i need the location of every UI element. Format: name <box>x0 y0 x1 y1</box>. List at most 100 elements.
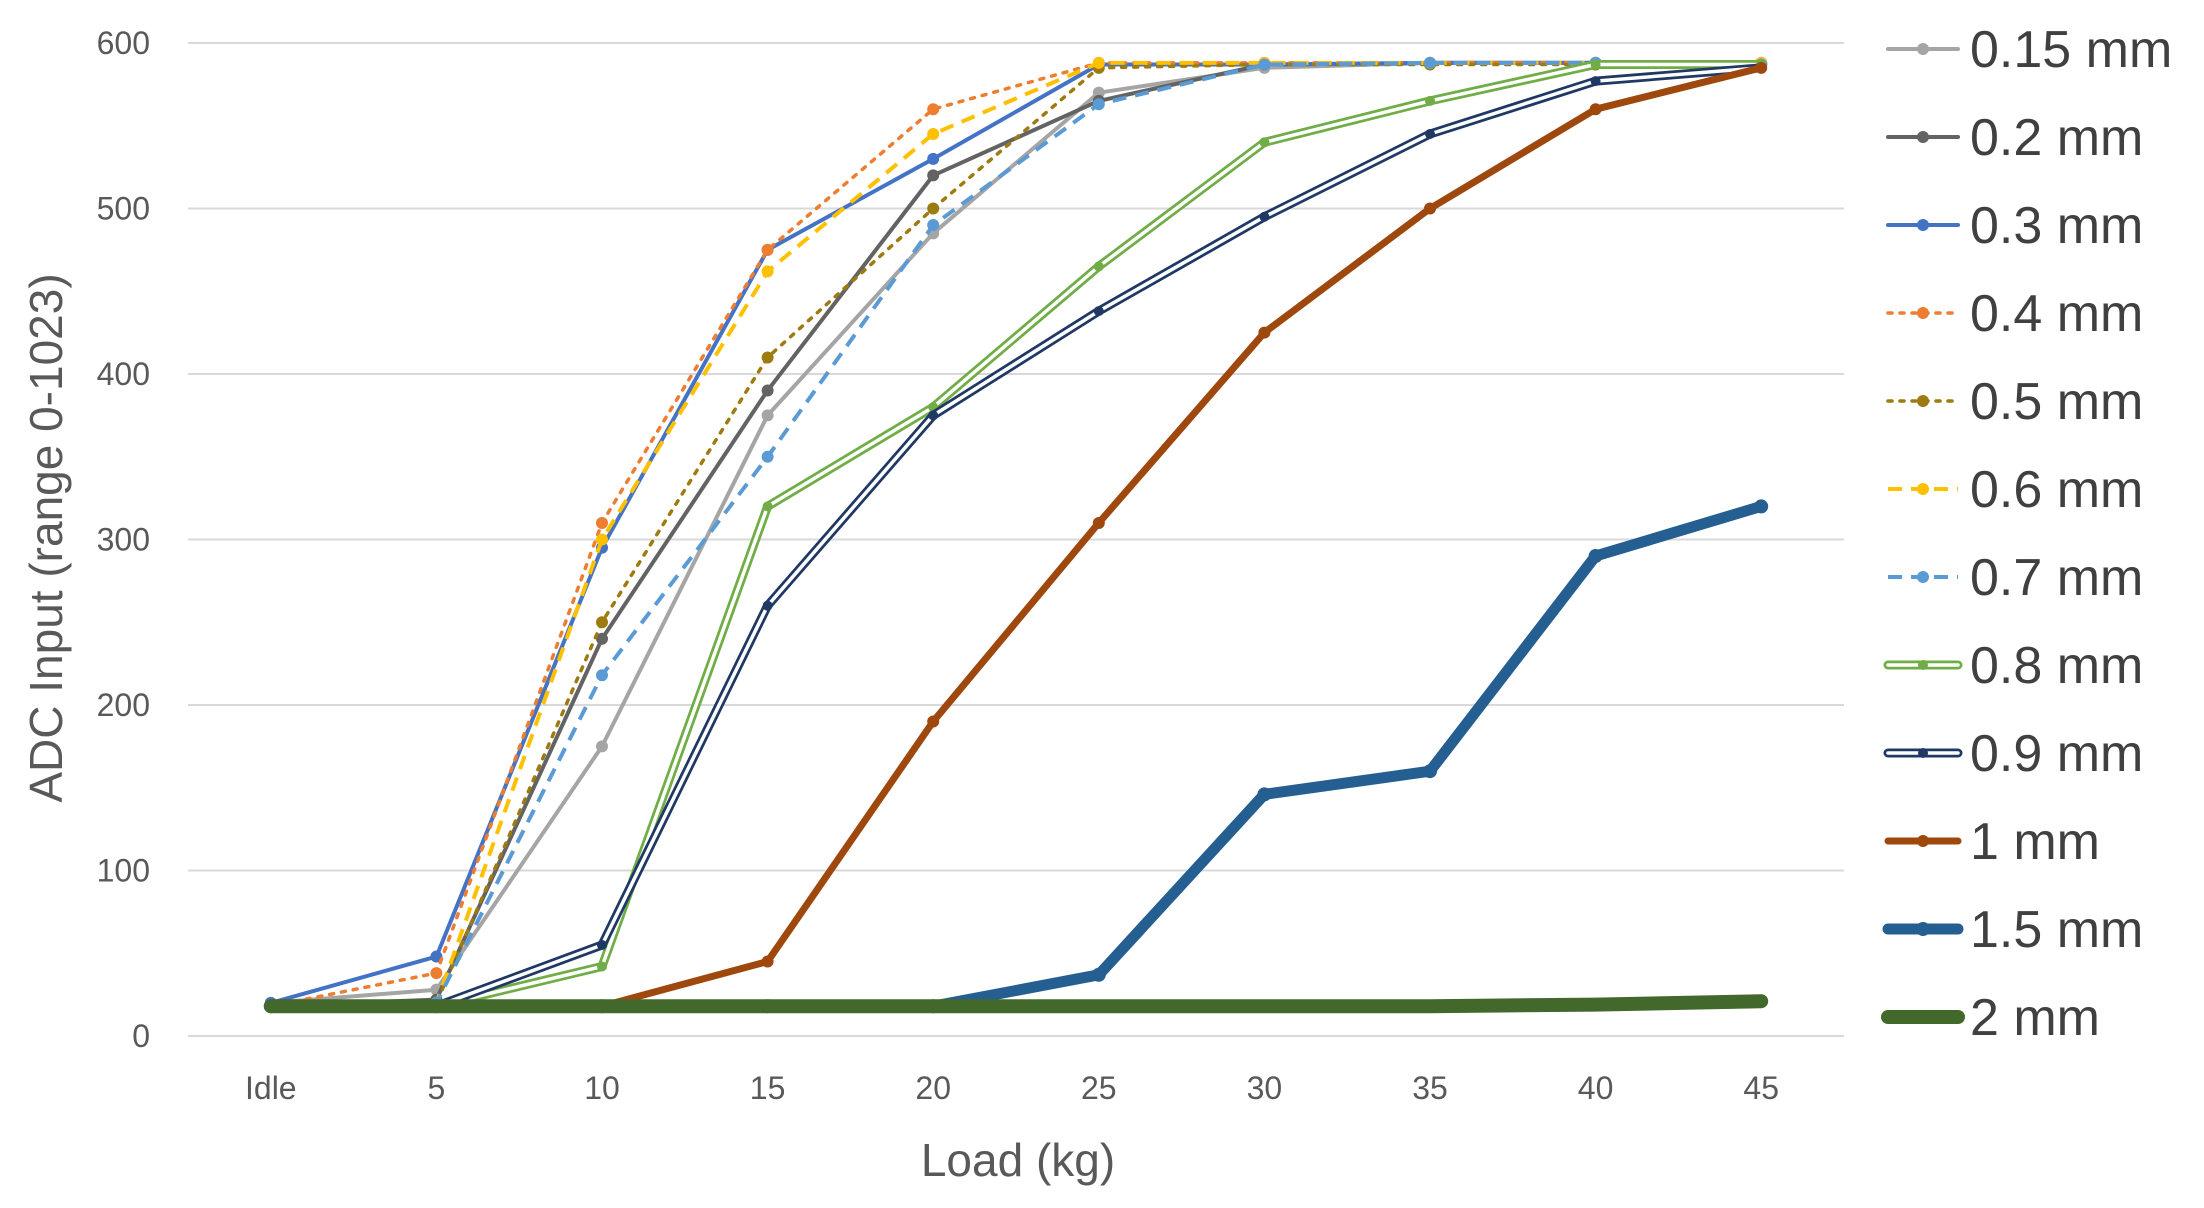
gridlines <box>188 42 1844 1037</box>
y-tick-labels: 0 100 200 300 400 500 600 <box>97 25 150 1054</box>
x-tick-label: Idle <box>245 1070 297 1106</box>
series-line-inner-0-8-mm <box>269 62 1763 1008</box>
legend-label: 0.15 mm <box>1970 21 2172 79</box>
legend-item-0-3-mm: 0.3 mm <box>1886 197 2143 255</box>
y-tick-label: 100 <box>97 853 150 889</box>
series-line-0-6-mm <box>270 60 1762 1009</box>
legend-label: 1.5 mm <box>1970 901 2143 959</box>
x-tick-label: 45 <box>1743 1070 1779 1106</box>
legend-item-0-2-mm: 0.2 mm <box>1886 109 2143 167</box>
data-point <box>596 516 608 529</box>
legend-item-0-4-mm: 0.4 mm <box>1886 285 2143 343</box>
y-tick-label: 300 <box>97 522 150 558</box>
data-point <box>430 967 443 980</box>
legend-marker <box>1917 219 1929 231</box>
x-tick-label: 20 <box>915 1070 951 1106</box>
data-point <box>1755 995 1768 1008</box>
legend-label: 0.4 mm <box>1970 285 2143 343</box>
series-0-8-mm <box>265 59 1767 1012</box>
x-tick-label: 25 <box>1081 1070 1117 1106</box>
series-line-0-2-mm <box>268 60 1764 1009</box>
data-point <box>1259 211 1270 222</box>
data-point <box>1258 58 1271 71</box>
data-point <box>927 169 940 182</box>
data-point <box>1092 86 1105 99</box>
series-layer <box>263 56 1769 1014</box>
series-0-15-mm <box>264 56 1768 1009</box>
series-0-2-mm <box>264 56 1768 1013</box>
data-point <box>1425 129 1435 140</box>
series-2-mm <box>263 994 1769 1014</box>
data-point <box>430 1000 443 1013</box>
data-point <box>1092 98 1105 111</box>
data-point <box>927 103 940 116</box>
x-tick-label: 30 <box>1247 1070 1283 1106</box>
legend-marker <box>1917 43 1929 55</box>
legend-item-0-6-mm: 0.6 mm <box>1888 461 2143 519</box>
data-point <box>1257 787 1272 802</box>
data-point <box>1092 516 1105 529</box>
legend-label: 0.8 mm <box>1970 637 2143 695</box>
data-point <box>1588 549 1603 564</box>
series-0-3-mm <box>264 56 1768 1009</box>
data-point <box>1755 61 1768 74</box>
series-0-6-mm <box>264 56 1768 1013</box>
data-point <box>1423 764 1437 779</box>
data-point <box>1092 1000 1105 1013</box>
y-tick-label: 200 <box>97 687 150 723</box>
data-point <box>761 243 774 256</box>
series-line-0-5-mm <box>269 62 1763 1008</box>
data-point <box>1258 1000 1271 1013</box>
data-point <box>1590 76 1601 87</box>
legend: 0.15 mm 0.2 mm 0.3 mm 0.4 mm 0.5 mm 0.6 mm 0.7… <box>1881 21 2172 1047</box>
legend-label: 2 mm <box>1970 989 2100 1047</box>
data-point <box>597 961 607 972</box>
series-0-4-mm <box>264 56 1768 1013</box>
y-axis-title: ADC Input (range 0-1023) <box>20 273 72 802</box>
data-point <box>1424 1000 1436 1013</box>
legend-item-1-5-mm: 1.5 mm <box>1882 901 2143 959</box>
data-point <box>430 950 443 963</box>
legend-marker <box>1917 131 1929 143</box>
legend-label: 0.2 mm <box>1970 109 2143 167</box>
legend-marker <box>1916 922 1930 936</box>
data-point <box>927 1000 940 1013</box>
series-0-5-mm <box>264 58 1768 1013</box>
series-1-5-mm <box>263 499 1769 1014</box>
legend-item-0-15-mm: 0.15 mm <box>1886 21 2172 79</box>
series-line-0-7-mm <box>270 60 1762 1009</box>
data-point <box>761 351 774 364</box>
data-point <box>927 715 940 728</box>
data-point <box>1754 499 1769 514</box>
data-point <box>927 128 940 141</box>
legend-marker <box>1917 571 1929 583</box>
legend-item-1-mm: 1 mm <box>1884 813 2100 871</box>
data-point <box>1589 103 1602 116</box>
data-point <box>761 450 774 463</box>
data-point <box>596 632 608 645</box>
x-tick-label: 10 <box>584 1070 620 1106</box>
legend-item-0-5-mm: 0.5 mm <box>1886 373 2143 431</box>
data-point <box>596 669 608 682</box>
data-point <box>928 410 939 421</box>
series-line-0-4-mm <box>269 61 1763 1008</box>
x-tick-label: 35 <box>1412 1070 1448 1106</box>
x-tick-labels: Idle 5 10 15 20 25 30 35 40 45 <box>245 1070 1779 1106</box>
legend-item-2-mm: 2 mm <box>1881 989 2100 1047</box>
y-tick-label: 600 <box>97 25 150 61</box>
legend-label: 0.6 mm <box>1970 461 2143 519</box>
data-point <box>1093 306 1104 317</box>
data-point <box>1424 202 1436 215</box>
data-point <box>264 1000 277 1013</box>
series-0-9-mm <box>265 62 1767 1012</box>
x-tick-label: 5 <box>428 1070 446 1106</box>
data-point <box>761 409 774 422</box>
data-point <box>596 1000 608 1013</box>
series-line-0-3-mm <box>268 60 1764 1005</box>
data-point <box>1425 95 1435 106</box>
data-point <box>1259 137 1270 148</box>
data-point <box>761 955 774 968</box>
data-point <box>1590 59 1601 70</box>
legend-label: 0.3 mm <box>1970 197 2143 255</box>
